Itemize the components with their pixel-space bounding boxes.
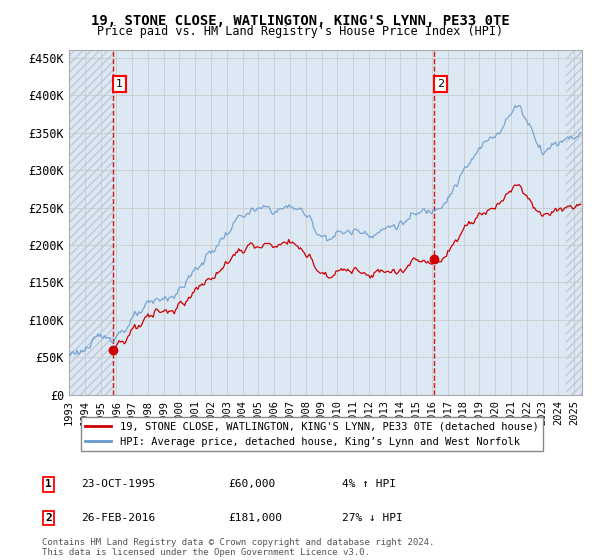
Text: £60,000: £60,000 — [228, 479, 275, 489]
Text: 4% ↑ HPI: 4% ↑ HPI — [342, 479, 396, 489]
Text: Price paid vs. HM Land Registry's House Price Index (HPI): Price paid vs. HM Land Registry's House … — [97, 25, 503, 38]
Text: Contains HM Land Registry data © Crown copyright and database right 2024.
This d: Contains HM Land Registry data © Crown c… — [42, 538, 434, 557]
Text: 2: 2 — [437, 79, 444, 89]
Legend: 19, STONE CLOSE, WATLINGTON, KING'S LYNN, PE33 0TE (detached house), HPI: Averag: 19, STONE CLOSE, WATLINGTON, KING'S LYNN… — [81, 417, 543, 451]
Text: 23-OCT-1995: 23-OCT-1995 — [81, 479, 155, 489]
Text: 26-FEB-2016: 26-FEB-2016 — [81, 513, 155, 523]
Text: 2: 2 — [45, 513, 52, 523]
Text: 1: 1 — [116, 79, 123, 89]
Text: £181,000: £181,000 — [228, 513, 282, 523]
Text: 27% ↓ HPI: 27% ↓ HPI — [342, 513, 403, 523]
Text: 19, STONE CLOSE, WATLINGTON, KING'S LYNN, PE33 0TE: 19, STONE CLOSE, WATLINGTON, KING'S LYNN… — [91, 14, 509, 28]
Text: 1: 1 — [45, 479, 52, 489]
